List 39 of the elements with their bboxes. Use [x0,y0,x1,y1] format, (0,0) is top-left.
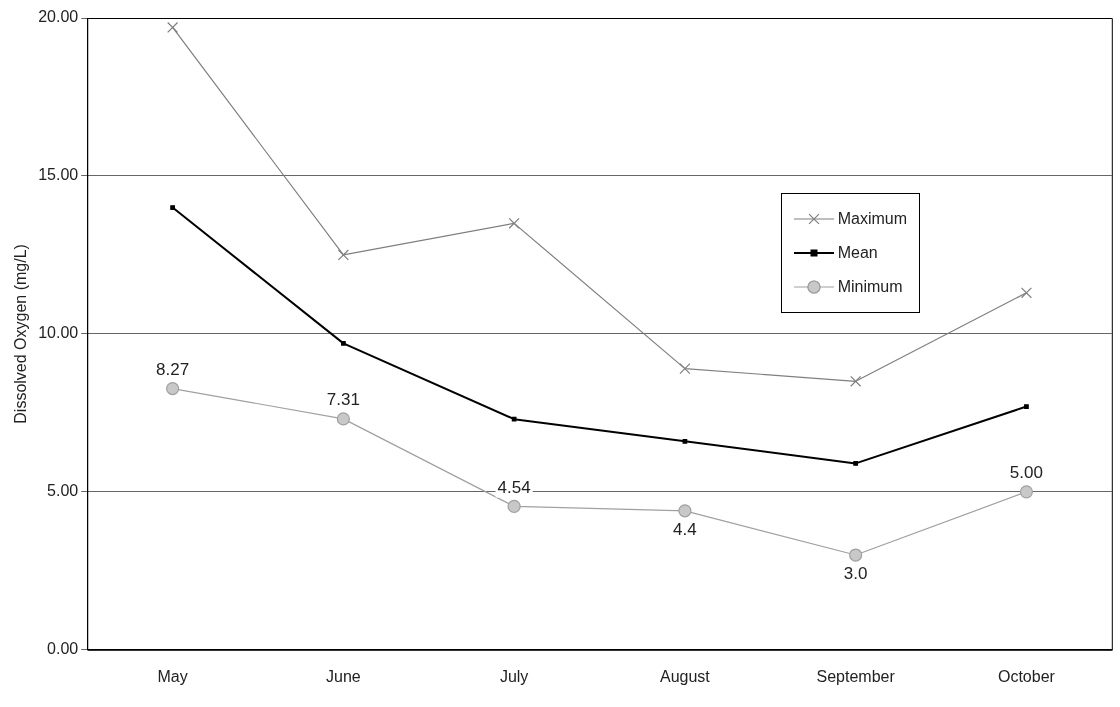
data-label: 7.31 [326,390,360,410]
data-label: 4.54 [497,477,531,497]
point [678,504,692,518]
legend-label: Mean [837,244,878,262]
point [1024,404,1029,409]
point [337,249,349,261]
data-label: 3.0 [843,564,868,584]
legend-label: Maximum [837,210,907,228]
point [167,21,179,34]
y-tick-label: 10.00 [38,324,79,342]
legend-label: Minimum [837,278,903,296]
point [507,499,521,513]
x-tick-label: June [326,667,361,685]
point [1020,287,1032,299]
point [849,548,863,562]
point [682,438,688,444]
x-tick-label: August [659,667,711,685]
point [511,416,517,422]
point [508,217,520,229]
y-axis-title: Dissolved Oxygen (mg/L) [12,244,30,424]
y-tick-label: 20.00 [38,8,79,26]
y-tick-label: 5.00 [47,482,79,500]
point [336,412,350,426]
x-tick-label: September [816,667,896,685]
data-label: 4.4 [673,519,697,539]
point [170,205,175,210]
point [853,461,859,466]
point [166,381,180,396]
point [850,375,862,387]
y-tick-label: 0.00 [47,640,79,658]
point [341,341,346,346]
data-label: 5.00 [1009,463,1043,483]
point [679,363,691,375]
y-tick-label: 15.00 [38,166,79,184]
x-tick-label: May [157,667,188,685]
data-label: 8.27 [156,359,190,379]
point [1019,485,1034,499]
x-tick-label: October [997,667,1056,685]
x-tick-label: July [499,667,529,685]
